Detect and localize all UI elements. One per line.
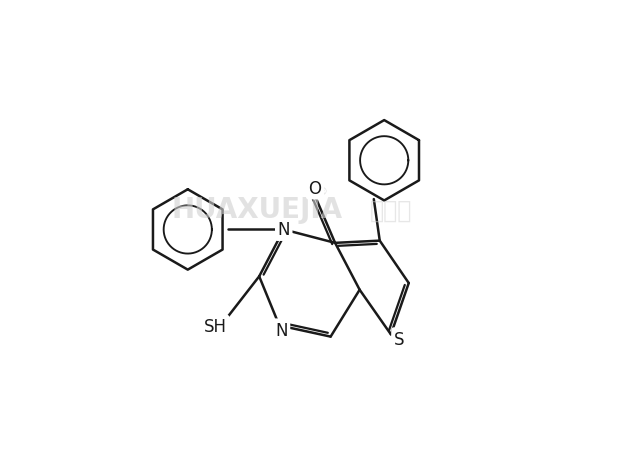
Text: N: N (277, 221, 290, 239)
Text: 化学加: 化学加 (370, 198, 412, 222)
Text: SH: SH (204, 318, 227, 336)
Text: O: O (309, 179, 321, 198)
Text: HUAXUEJIA: HUAXUEJIA (171, 196, 343, 224)
Text: N: N (275, 321, 288, 339)
Text: S: S (394, 330, 404, 348)
Text: ®: ® (316, 187, 327, 197)
